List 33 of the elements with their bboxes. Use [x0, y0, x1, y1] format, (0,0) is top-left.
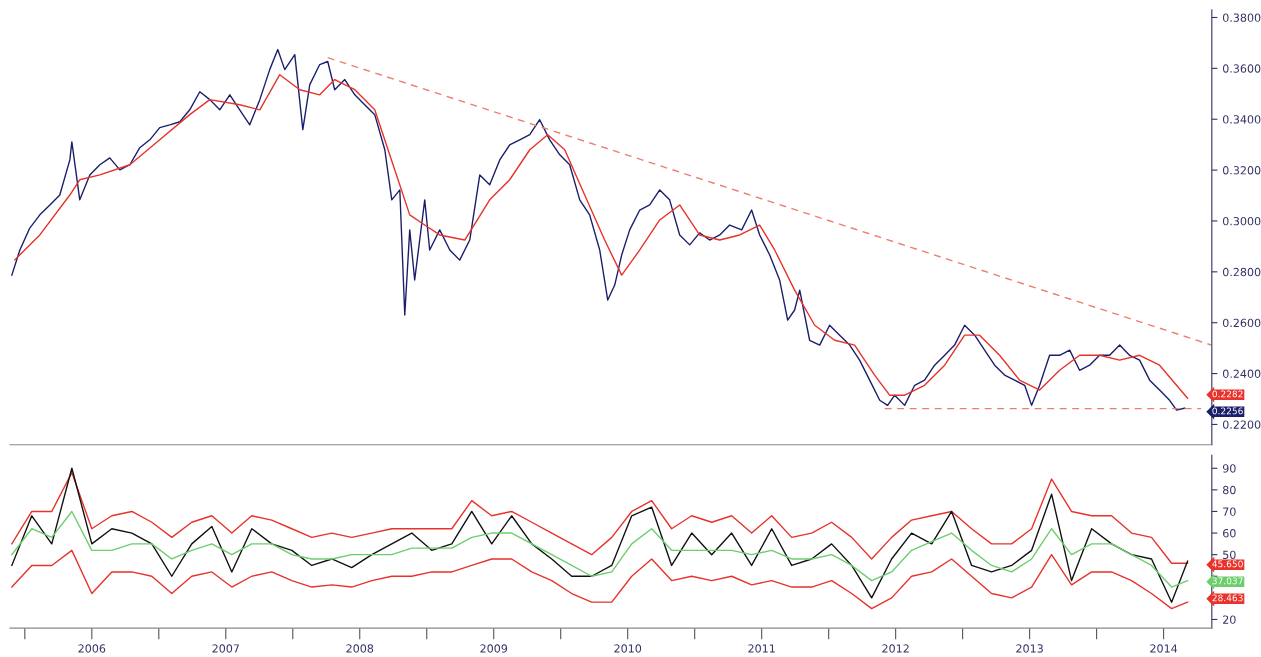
y-tick-label: 70: [1223, 507, 1236, 516]
y-tick-label: 80: [1222, 485, 1236, 495]
line-series: [11, 549, 1189, 610]
y-tick-label: 0.2600: [1222, 318, 1261, 328]
x-tick-label: 2006: [78, 644, 106, 653]
y-tick-label: 0.2400: [1222, 369, 1261, 378]
text: 37.037: [1212, 577, 1243, 585]
text: 45.650: [1212, 560, 1243, 568]
line-series: [11, 467, 1189, 603]
y-tick-label: 0.3000: [1222, 216, 1261, 226]
y-tick-label: 90: [1222, 464, 1236, 473]
y-tick-label: 0.2200: [1222, 420, 1261, 429]
x-tick-label: 2014: [1150, 644, 1178, 653]
text: 0.2256: [1212, 407, 1243, 415]
x-tick-label: 2007: [212, 644, 239, 653]
y-tick-label: 50: [1223, 550, 1236, 560]
y-tick-label: 20: [1223, 615, 1236, 624]
x-tick-label: 2009: [480, 644, 508, 653]
x-tick-label: 2011: [748, 644, 775, 653]
y-tick-label: 0.3800: [1222, 13, 1261, 22]
text: 28.463: [1212, 594, 1243, 602]
line-series: [11, 471, 1189, 564]
y-tick-label: 0.3400: [1222, 115, 1261, 124]
x-tick-label: 2008: [346, 644, 374, 653]
x-tick-label: 2010: [614, 644, 642, 653]
x-tick-label: 2013: [1016, 644, 1043, 653]
text: 0.2282: [1212, 390, 1243, 398]
y-tick-label: 0.3200: [1222, 166, 1261, 175]
y-tick-label: 0.3600: [1222, 64, 1261, 73]
line-series: [11, 510, 1189, 588]
y-tick-label: 60: [1223, 529, 1236, 538]
y-tick-label: 0.2800: [1222, 267, 1261, 277]
x-tick-label: 2012: [882, 644, 909, 653]
